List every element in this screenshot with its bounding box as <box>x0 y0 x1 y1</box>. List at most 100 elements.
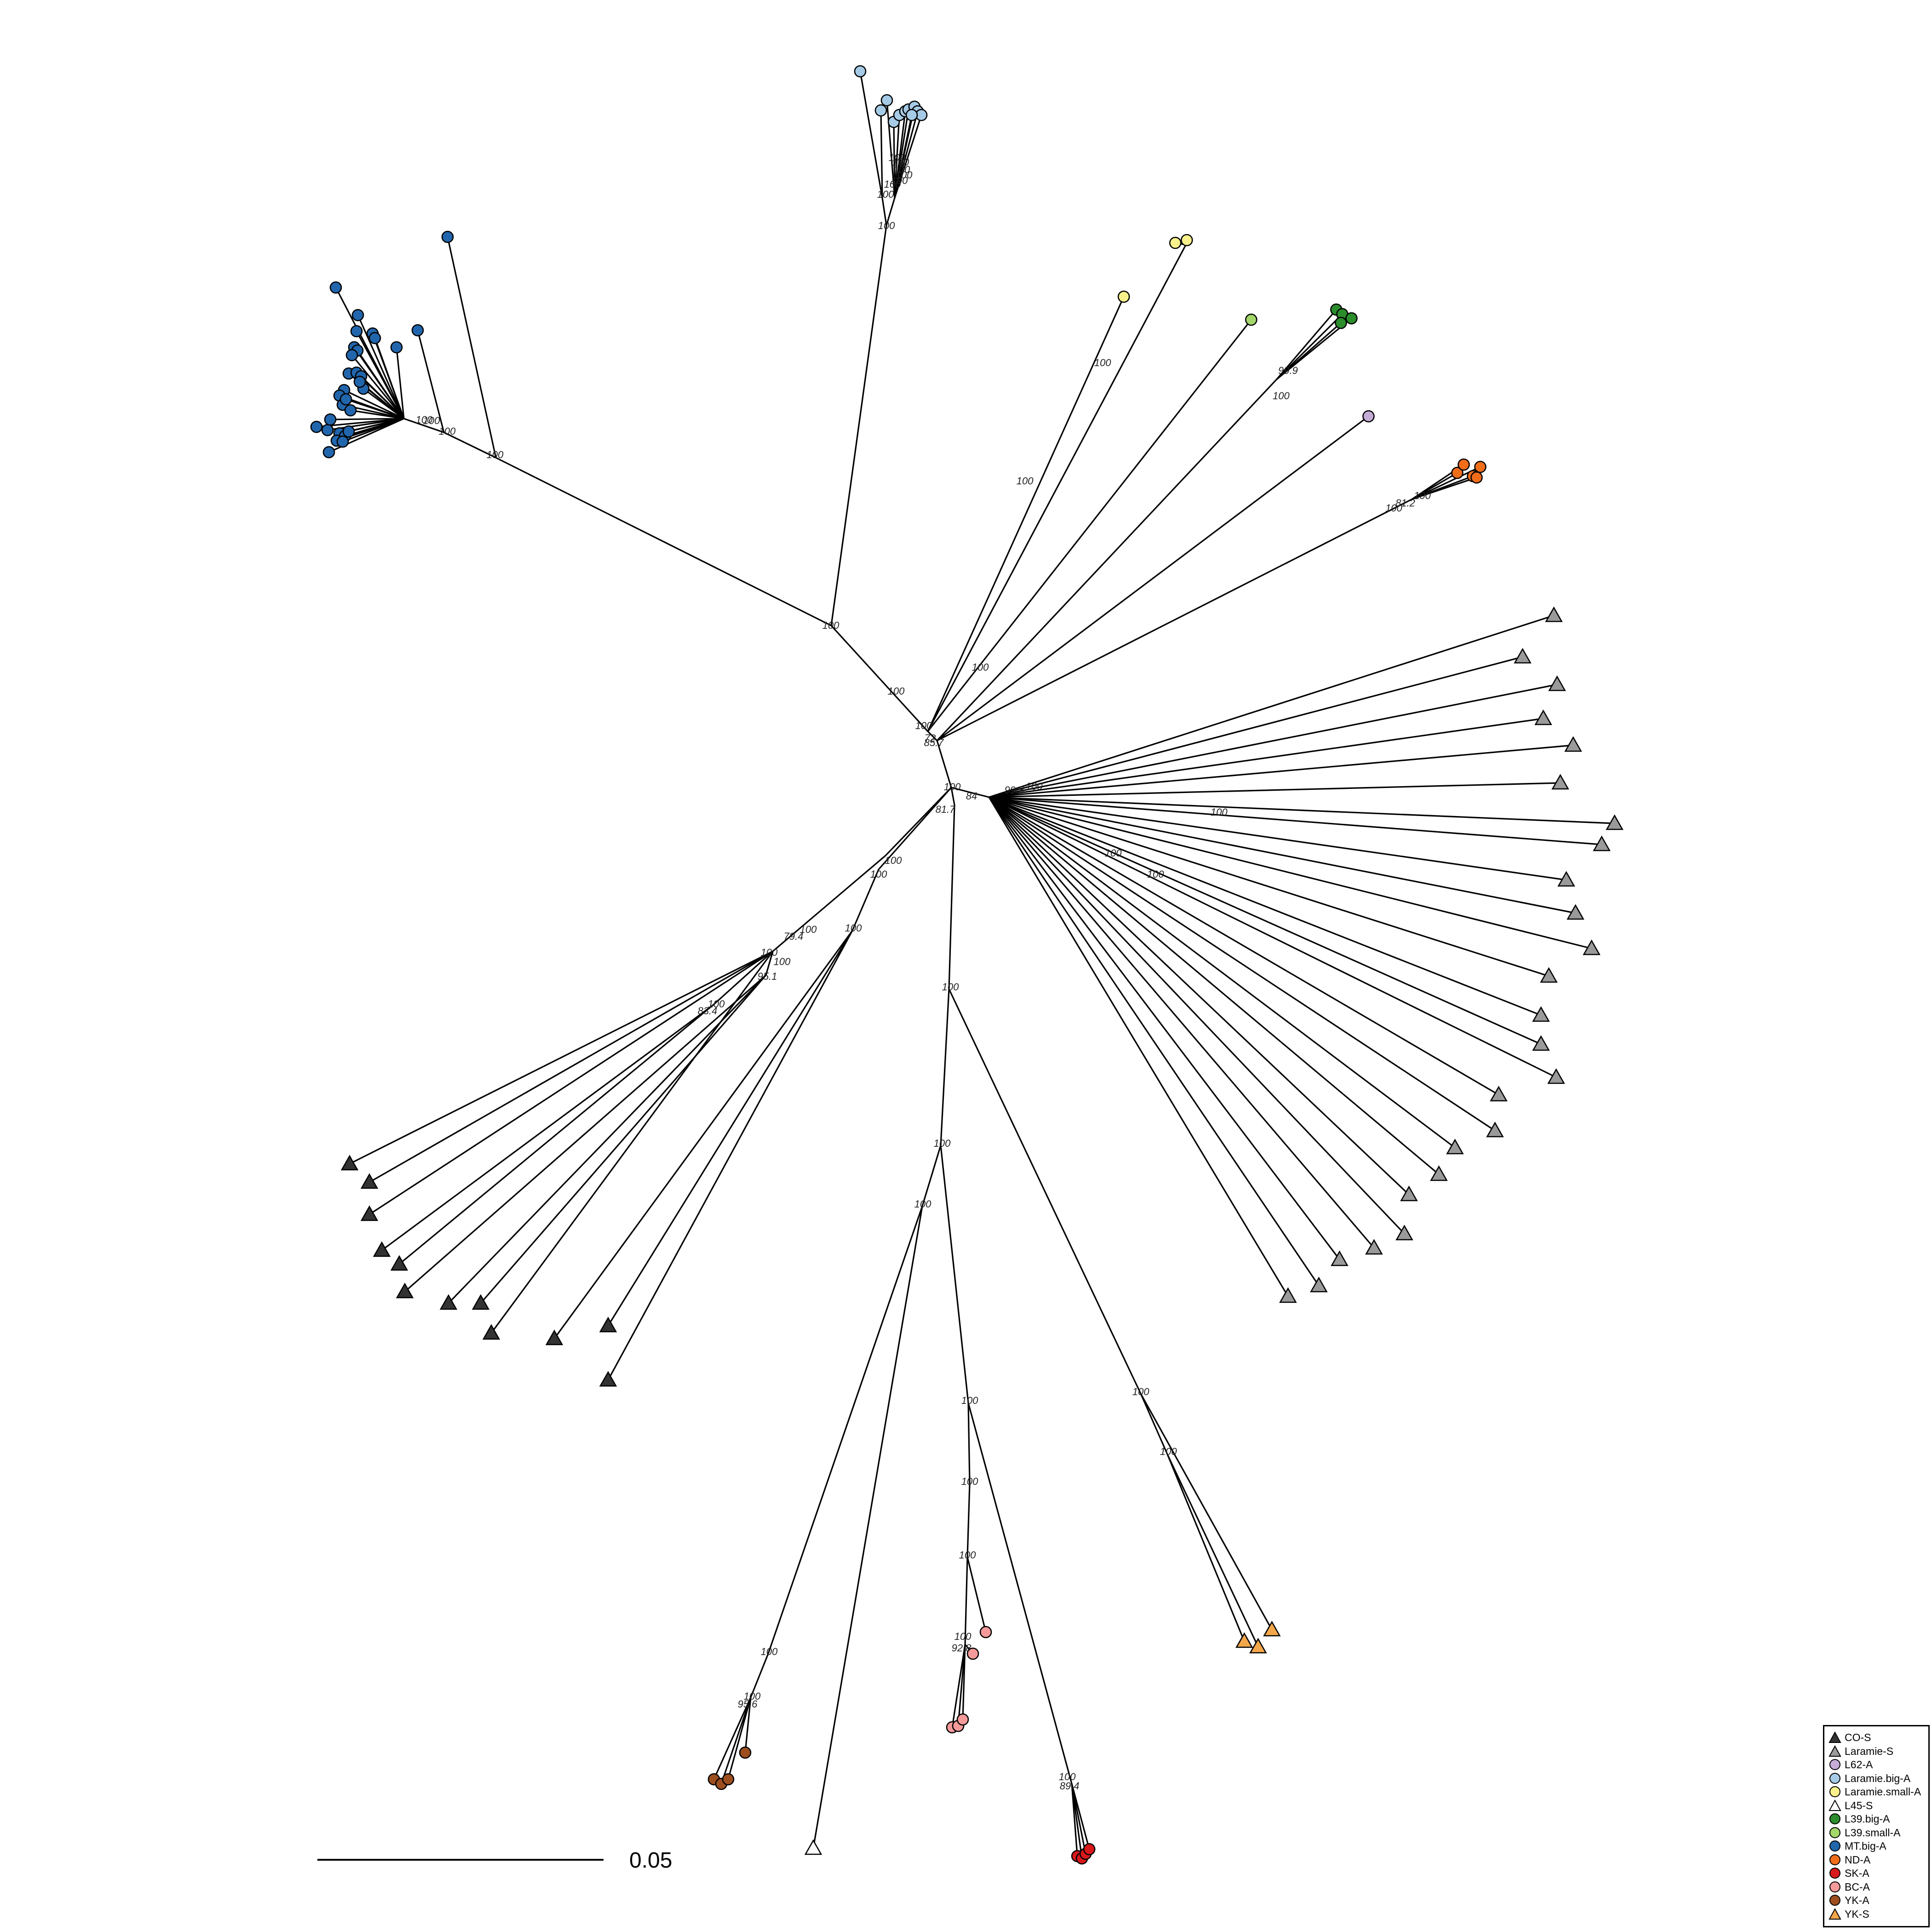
legend-item: L45-S <box>1828 1799 1925 1813</box>
tip-marker <box>1545 606 1563 622</box>
tip-marker <box>979 1626 992 1639</box>
tip-marker <box>350 325 363 338</box>
tip-marker <box>1310 1276 1328 1293</box>
legend-label: YK-S <box>1845 1908 1869 1920</box>
legend-item: YK-A <box>1828 1894 1925 1908</box>
legend-item: Laramie.small-A <box>1828 1785 1925 1799</box>
bootstrap-label: 100 <box>487 449 504 460</box>
tip-marker <box>722 1773 735 1786</box>
bootstrap-label: 100 <box>891 175 908 186</box>
bootstrap-label: 100 <box>1273 390 1290 402</box>
bootstrap-label: 100 <box>942 981 959 993</box>
tip-marker <box>1513 648 1532 664</box>
legend-item: L39.small-A <box>1828 1826 1925 1840</box>
legend-triangle-icon <box>1828 1908 1841 1920</box>
tip-marker <box>336 435 349 448</box>
bootstrap-label: 100 <box>845 922 862 934</box>
bootstrap-label: 100 <box>800 924 817 935</box>
tip-marker <box>441 230 454 243</box>
legend-triangle-icon <box>1828 1799 1841 1811</box>
tip-marker <box>874 104 887 117</box>
bootstrap-label: 100 <box>961 1395 978 1406</box>
tip-marker <box>1334 316 1347 329</box>
bootstrap-label: 100 <box>774 956 791 967</box>
legend-circle-icon <box>1829 1772 1840 1784</box>
tip-marker <box>411 324 424 337</box>
legend-circle-icon <box>1829 1813 1840 1825</box>
tip-marker <box>956 1713 969 1726</box>
legend-label: Laramie.small-A <box>1845 1786 1921 1798</box>
tip-marker <box>804 1839 822 1855</box>
tip-marker <box>1557 871 1576 887</box>
tip-marker <box>344 404 357 417</box>
bootstrap-label: 100 <box>870 868 887 880</box>
tip-marker <box>905 109 918 121</box>
bootstrap-label: 100 <box>1386 502 1403 514</box>
bootstrap-label: 100 <box>915 720 932 731</box>
bootstrap-label: 95.1 <box>758 971 777 982</box>
legend-circle-icon <box>1829 1759 1840 1771</box>
legend-item: SK-A <box>1828 1867 1925 1880</box>
tip-marker <box>1083 1843 1096 1856</box>
legend-label: SK-A <box>1845 1867 1869 1880</box>
legend-circle-icon <box>1829 1868 1840 1879</box>
legend-triangle-icon <box>1828 1731 1841 1743</box>
tip-marker <box>1534 709 1552 725</box>
tip-marker <box>1169 236 1182 249</box>
tip-marker <box>321 424 334 437</box>
bootstrap-label: 100 <box>954 1631 972 1642</box>
bootstrap-label: 100 <box>893 164 910 175</box>
tip-marker <box>390 341 403 354</box>
bootstrap-label: 100 <box>1211 806 1228 818</box>
legend-circle-icon <box>1829 1840 1840 1852</box>
tip-marker <box>1362 410 1375 423</box>
bootstrap-label: 100 <box>878 220 895 231</box>
bootstrap-label: 100 <box>822 620 840 631</box>
legend-item: YK-S <box>1828 1908 1925 1921</box>
bootstrap-label: 89.4 <box>1060 1780 1080 1792</box>
legend-circle-icon <box>1829 1854 1840 1865</box>
bootstrap-label: 100 <box>416 414 433 426</box>
legend-item: BC-A <box>1828 1880 1925 1894</box>
legend-item: CO-S <box>1828 1731 1925 1745</box>
tip-marker <box>340 1155 359 1171</box>
tip-marker <box>1395 1225 1414 1241</box>
tip-marker <box>324 413 337 426</box>
bootstrap-label: 100 <box>884 178 901 190</box>
tip-marker <box>1430 1165 1448 1181</box>
tip-markers <box>310 65 1624 1865</box>
bootstrap-label: 100 <box>1133 1386 1150 1397</box>
tip-marker <box>1279 1287 1297 1303</box>
bootstrap-label: 100 <box>889 152 906 163</box>
tip-marker <box>1235 1632 1254 1648</box>
tip-marker <box>322 446 335 459</box>
legend-item: L62-A <box>1828 1758 1925 1772</box>
tip-marker <box>1474 460 1487 473</box>
bootstrap-label: 100 <box>934 1138 951 1149</box>
bootstrap-label: 100 <box>896 169 913 181</box>
bootstrap-label: 100 <box>1160 1446 1177 1457</box>
tip-marker <box>1180 234 1193 247</box>
tip-marker <box>966 1647 979 1660</box>
legend-item: Laramie.big-A <box>1828 1772 1925 1786</box>
tip-marker <box>1330 1250 1349 1266</box>
tip-marker <box>345 349 358 362</box>
legend-circle-icon <box>1829 1786 1840 1798</box>
tip-marker <box>1532 1035 1550 1051</box>
tip-marker <box>1532 1006 1550 1022</box>
bootstrap-label: 100 <box>761 1646 778 1657</box>
bootstrap-label: 72 <box>925 732 936 744</box>
tip-marker <box>1470 471 1483 484</box>
tip-marker <box>1564 736 1582 752</box>
tip-marker <box>1446 1138 1464 1155</box>
bootstrap-label: 99.3 <box>1005 784 1025 796</box>
bootstrap-label: 100 <box>744 1690 761 1702</box>
bootstrap-label: 100 <box>888 685 905 697</box>
tip-marker <box>482 1324 500 1340</box>
tip-marker <box>390 1255 408 1271</box>
bootstrap-label: 100 <box>1147 868 1164 880</box>
tip-marker <box>360 1205 379 1221</box>
tip-marker <box>396 1282 414 1299</box>
